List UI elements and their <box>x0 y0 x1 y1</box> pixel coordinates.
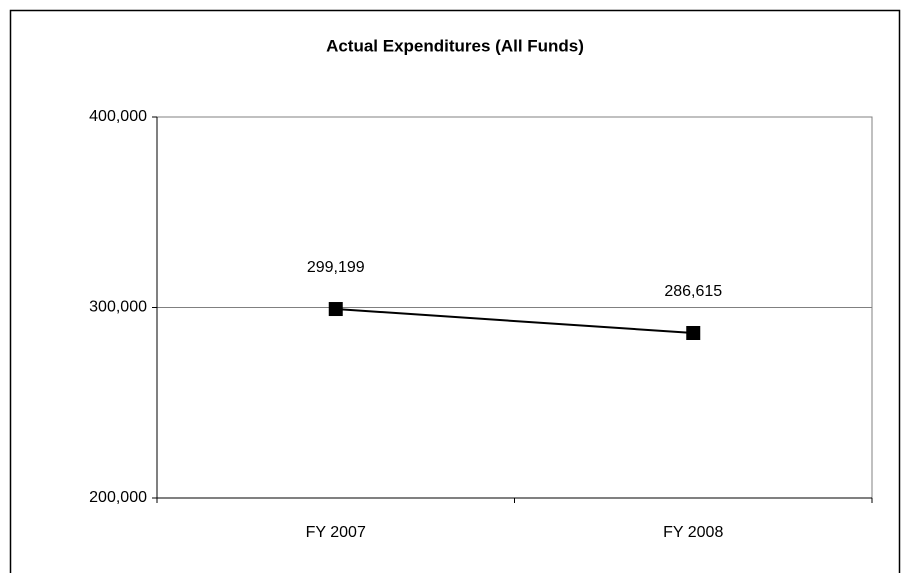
marker <box>328 302 343 317</box>
y-tick-label: 200,000 <box>89 489 147 506</box>
data-label: 299,199 <box>307 259 365 276</box>
line <box>335 308 694 334</box>
y-tick-label: 300,000 <box>89 299 147 316</box>
x-tick-label: FY 2007 <box>306 524 366 541</box>
chart-title: Actual Expenditures (All Funds) <box>326 36 584 55</box>
marker <box>686 325 701 340</box>
y-tick-label: 400,000 <box>89 108 147 125</box>
x-tick-label: FY 2008 <box>663 524 723 541</box>
data-label: 286,615 <box>664 283 722 300</box>
chart-frame <box>9 9 901 573</box>
